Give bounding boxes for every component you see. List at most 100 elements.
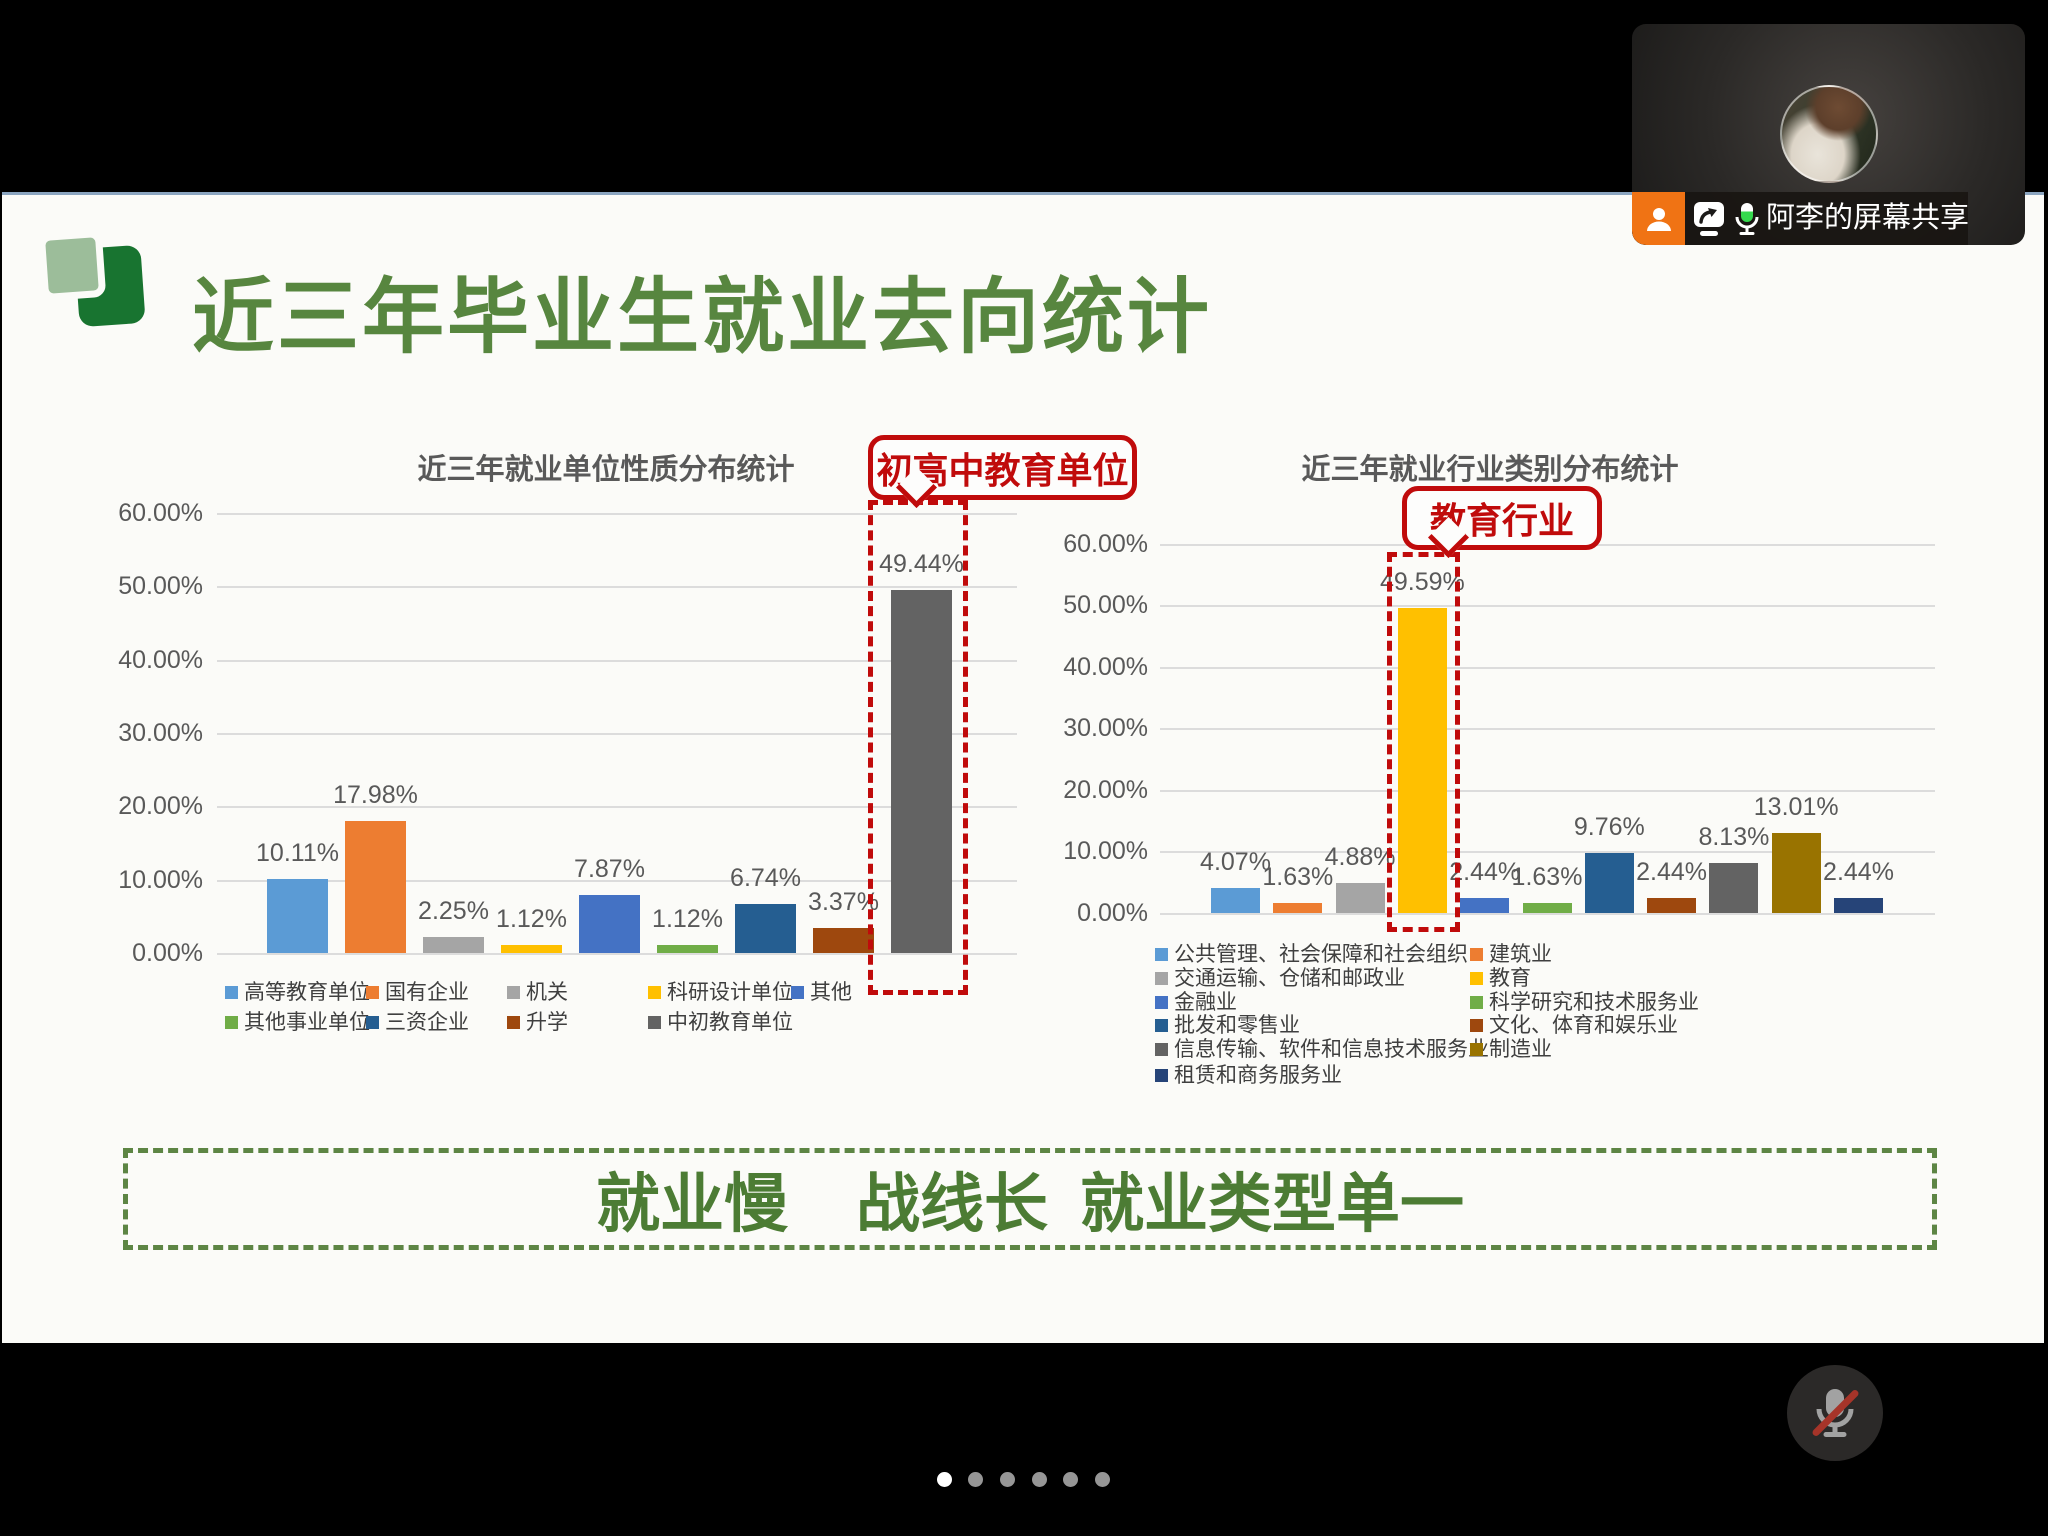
gridline [217, 586, 1017, 589]
bar-租赁和商务服务业 [1834, 897, 1883, 913]
gridline [1160, 913, 1935, 915]
legend-label: 金融业 [1174, 991, 1237, 1014]
bar-value-label: 17.98% [333, 781, 418, 810]
gridline [1160, 728, 1935, 731]
bar-value-label: 4.07% [1200, 847, 1271, 876]
legend-label: 国有企业 [385, 981, 469, 1004]
bar-value-label: 10.11% [256, 838, 339, 867]
right-chart-title: 近三年就业行业类别分布统计 [1301, 454, 1679, 486]
bar-高等教育单位 [267, 878, 328, 953]
bar-批发和零售业 [1584, 852, 1634, 913]
legend-label: 三资企业 [385, 1011, 469, 1034]
bar-value-label: 1.12% [496, 904, 567, 933]
legend-swatch-icon [1470, 972, 1483, 985]
pagination-dot[interactable] [1095, 1472, 1110, 1487]
bar-三资企业 [735, 903, 796, 953]
bar-value-label: 7.87% [574, 855, 645, 884]
legend-swatch-icon [1470, 996, 1483, 1009]
pagination-dot[interactable] [936, 1472, 952, 1487]
pagination-dot[interactable] [968, 1472, 984, 1487]
logo-light-square [37, 229, 107, 302]
bar-科研设计单位 [501, 944, 562, 953]
legend-label: 其他事业单位 [244, 1011, 370, 1034]
bar-教育 [1397, 607, 1447, 913]
bar-文化、体育和娱乐业 [1647, 897, 1697, 913]
legend-swatch-icon [1470, 1043, 1483, 1056]
pagination-dot[interactable] [1063, 1472, 1079, 1487]
bar-value-label: 6.74% [730, 863, 801, 892]
legend-swatch-icon [1155, 1043, 1168, 1056]
bar-value-label: 13.01% [1753, 792, 1839, 821]
bar-value-label: 4.88% [1324, 842, 1396, 871]
bar-value-label: 2.44% [1636, 857, 1708, 886]
legend-swatch-icon [1155, 1019, 1168, 1032]
mic-active-icon [1733, 201, 1761, 242]
screen-share-icon [1693, 201, 1725, 242]
y-axis-tick-label: 60.00% [118, 499, 203, 528]
legend-swatch-icon [1155, 972, 1168, 985]
y-axis-tick-label: 0.00% [1077, 899, 1148, 927]
legend-swatch-icon [225, 986, 238, 999]
legend-swatch-icon [791, 986, 804, 999]
bar-value-label: 3.37% [808, 888, 879, 917]
bar-信息传输、软件和信息技术服务业 [1709, 862, 1759, 913]
y-axis-tick-label: 20.00% [1063, 775, 1148, 804]
legend-label: 批发和零售业 [1174, 1014, 1300, 1037]
legend-swatch-icon [1470, 948, 1483, 961]
legend-swatch-icon [507, 986, 520, 999]
participant-badge [1632, 192, 1685, 245]
gridline [217, 879, 1017, 882]
legend-label: 机关 [526, 981, 568, 1004]
legend-label: 交通运输、仓储和邮政业 [1174, 967, 1405, 990]
y-axis-tick-label: 40.00% [118, 645, 203, 674]
gridline [217, 806, 1017, 809]
conclusion-box: 就业慢 战线长 就业类型单一 [123, 1148, 1937, 1250]
legend-swatch-icon [1470, 1019, 1483, 1032]
avatar [1780, 85, 1878, 183]
bar-科学研究和技术服务业 [1522, 902, 1572, 913]
y-axis-tick-label: 50.00% [1063, 591, 1148, 620]
legend-swatch-icon [1155, 1069, 1168, 1082]
conclusion-part2: 战线长 [856, 1169, 1048, 1240]
gridline [217, 733, 1017, 735]
bar-金融业 [1460, 897, 1510, 913]
bar-value-label: 8.13% [1698, 822, 1770, 851]
y-axis-tick-label: 30.00% [118, 719, 203, 747]
bar-公共管理、社会保障和社会组织 [1211, 887, 1260, 913]
legend-swatch-icon [1155, 948, 1168, 961]
legend-label: 建筑业 [1489, 943, 1552, 966]
legend-label: 科学研究和技术服务业 [1489, 991, 1699, 1014]
gridline [1160, 666, 1935, 669]
left-chart-title: 近三年就业单位性质分布统计 [417, 454, 795, 486]
right-highlight-dashed-box [1387, 552, 1460, 932]
legend-label: 制造业 [1489, 1038, 1552, 1061]
pagination-dot[interactable] [999, 1472, 1015, 1487]
bar-value-label: 2.44% [1449, 857, 1521, 886]
conclusion-part3: 就业类型单一 [1080, 1169, 1464, 1240]
legend-swatch-icon [507, 1016, 520, 1029]
share-label: 阿李的屏幕共享 [1766, 202, 1970, 234]
legend-label: 科研设计单位 [667, 981, 793, 1004]
bar-中初教育单位 [891, 590, 952, 953]
y-axis-tick-label: 20.00% [118, 792, 203, 821]
legend-label: 公共管理、社会保障和社会组织 [1174, 943, 1468, 966]
school-logo [36, 228, 156, 338]
webcam-thumbnail[interactable]: 阿李的屏幕共享 [1632, 24, 2025, 245]
bar-value-label: 1.12% [652, 904, 723, 933]
bar-国有企业 [345, 821, 406, 953]
y-axis-tick-label: 60.00% [1063, 529, 1148, 558]
y-axis-tick-label: 50.00% [118, 572, 203, 601]
y-axis-tick-label: 40.00% [1063, 652, 1148, 681]
gridline [217, 513, 1017, 516]
bar-value-label: 2.44% [1823, 857, 1894, 886]
legend-swatch-icon [366, 1016, 379, 1029]
gridline [1160, 789, 1935, 792]
pagination-dot[interactable] [1031, 1472, 1047, 1487]
mic-mute-button[interactable] [1787, 1365, 1883, 1461]
legend-label: 教育 [1489, 967, 1531, 990]
bar-制造业 [1771, 832, 1821, 913]
bar-升学 [813, 928, 874, 953]
gridline [217, 659, 1017, 662]
gridline [1160, 605, 1935, 608]
